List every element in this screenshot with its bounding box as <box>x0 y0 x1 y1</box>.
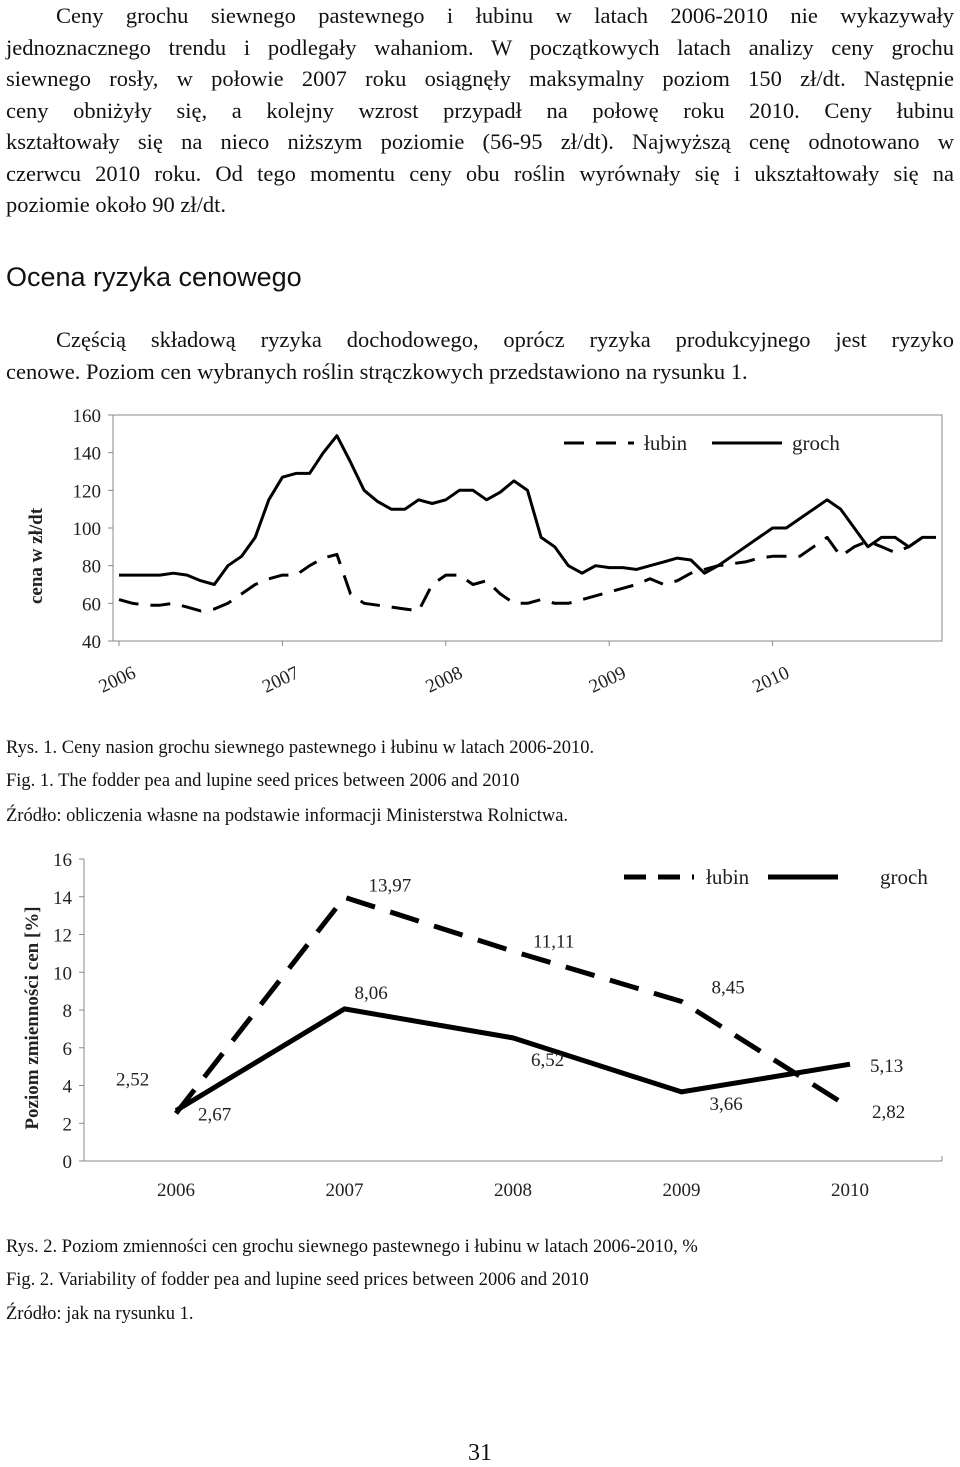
data-label: 2,52 <box>116 1069 149 1090</box>
x-tick-label: 2007 <box>326 1180 364 1201</box>
y-tick-label: 100 <box>73 519 102 540</box>
page-number: 31 <box>468 1440 492 1466</box>
legend-label: łubin <box>706 865 750 889</box>
y-tick-label: 160 <box>73 406 102 427</box>
section-line: cenowe. Poziom cen wybranych roślin strą… <box>6 358 748 384</box>
intro-paragraph: Ceny grochu siewnego pastewnego i łubinu… <box>6 0 954 221</box>
y-tick-label: 6 <box>63 1039 73 1060</box>
y-tick-label: 140 <box>73 444 102 465</box>
y-tick-label: 40 <box>82 632 101 653</box>
intro-line: jednoznacznego trendu i podlegały wahani… <box>6 34 954 60</box>
intro-line: Ceny grochu siewnego pastewnego i łubinu… <box>56 3 954 28</box>
section-line: Częścią składową ryzyka dochodowego, opr… <box>56 327 954 352</box>
x-tick-label: 2010 <box>749 662 792 697</box>
figure2-caption-pl: Rys. 2. Poziom zmienności cen grochu sie… <box>6 1237 698 1257</box>
figure1-source: Źródło: obliczenia własne na podstawie i… <box>6 806 569 826</box>
y-axis-label: cena w zł/dt <box>26 507 47 604</box>
variability-chart: 0 2 4 6 8 10 12 14 16 2006 2007 2008 2009 2010 Poziom … <box>22 850 943 1201</box>
figure1-caption-en: Fig. 1. The fodder pea and lupine seed p… <box>6 771 520 791</box>
intro-line: siewnego rosły, w połowie 2007 roku osią… <box>6 66 954 91</box>
series-line-groch <box>119 434 936 586</box>
intro-line: czerwcu 2010 roku. Od tego momentu ceny … <box>6 160 954 186</box>
data-label: 8,06 <box>355 983 388 1004</box>
x-tick-label: 2006 <box>96 662 139 697</box>
y-tick-label: 120 <box>73 481 102 502</box>
y-tick-label: 0 <box>63 1152 73 1173</box>
y-tick-label: 80 <box>82 557 101 578</box>
section-heading: Ocena ryzyka cenowego <box>6 262 302 292</box>
series-line-groch <box>174 1006 851 1113</box>
x-tick-label: 2009 <box>663 1180 701 1201</box>
data-label: 11,11 <box>533 931 574 952</box>
series-line-lubin <box>174 894 852 1115</box>
x-tick-label: 2007 <box>259 662 302 697</box>
x-tick-label: 2010 <box>831 1180 869 1201</box>
y-tick-label: 2 <box>63 1114 73 1135</box>
intro-line: ceny obniżyły się, a kolejny wzrost przy… <box>6 97 954 123</box>
legend-label: groch <box>880 865 928 889</box>
legend-label: łubin <box>644 431 688 455</box>
y-tick-label: 12 <box>53 926 72 947</box>
intro-line: kształtowały się na nieco niższym poziom… <box>6 129 954 154</box>
x-tick-label: 2008 <box>494 1180 532 1201</box>
y-tick-label: 14 <box>53 888 73 909</box>
figure2-caption-en: Fig. 2. Variability of fodder pea and lu… <box>6 1270 589 1290</box>
data-label: 2,67 <box>198 1105 231 1126</box>
price-chart: 40 60 80 100 120 140 160 2006 2007 2008 2009 2010 ce… <box>26 406 943 698</box>
y-tick-label: 60 <box>82 594 101 615</box>
x-tick-label: 2006 <box>157 1180 195 1201</box>
data-label: 2,82 <box>872 1102 905 1123</box>
section-paragraph: Częścią składową ryzyka dochodowego, opr… <box>6 324 954 387</box>
x-tick-label: 2009 <box>586 662 629 697</box>
x-tick-label: 2008 <box>423 662 466 697</box>
data-label: 6,52 <box>531 1050 564 1071</box>
figure2-source: Źródło: jak na rysunku 1. <box>6 1304 194 1324</box>
y-tick-label: 8 <box>63 1001 73 1022</box>
data-label: 3,66 <box>710 1094 743 1115</box>
data-label: 13,97 <box>369 875 412 896</box>
y-axis-label: Poziom zmienności cen [%] <box>22 906 43 1129</box>
intro-line: poziomie około 90 zł/dt. <box>6 192 226 217</box>
y-tick-label: 4 <box>63 1077 73 1098</box>
series-line-lubin <box>118 535 924 613</box>
data-label: 5,13 <box>870 1056 903 1077</box>
figure1-caption-pl: Rys. 1. Ceny nasion grochu siewnego past… <box>6 738 595 758</box>
y-tick-label: 10 <box>53 963 72 984</box>
data-label: 8,45 <box>712 978 745 999</box>
y-tick-label: 16 <box>53 850 72 871</box>
legend-label: groch <box>792 431 840 455</box>
